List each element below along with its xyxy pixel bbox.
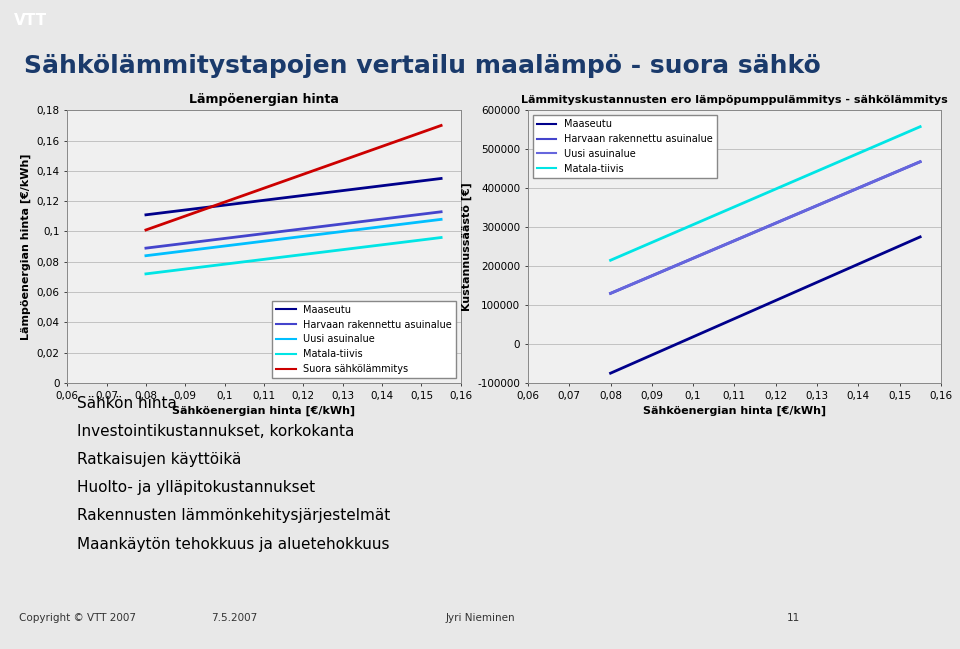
Line: Uusi asuinalue: Uusi asuinalue	[146, 219, 441, 256]
Maaseutu	[914, 233, 925, 241]
Harvaan rakennettu asuinalue	[140, 244, 152, 252]
Maaseutu	[605, 369, 616, 377]
Title: Lämpöenergian hinta: Lämpöenergian hinta	[189, 93, 339, 106]
Text: Huolto- ja ylläpitokustannukset: Huolto- ja ylläpitokustannukset	[77, 480, 315, 495]
Text: 11: 11	[787, 613, 801, 622]
Text: Sähkölämmitystapojen vertailu maalämpö - suora sähkö: Sähkölämmitystapojen vertailu maalämpö -…	[24, 54, 821, 77]
Legend: Maaseutu, Harvaan rakennettu asuinalue, Uusi asuinalue, Matala-tiivis: Maaseutu, Harvaan rakennettu asuinalue, …	[533, 115, 716, 178]
Line: Maaseutu: Maaseutu	[611, 237, 920, 373]
Text: Copyright © VTT 2007: Copyright © VTT 2007	[19, 613, 136, 622]
Uusi asuinalue	[435, 215, 446, 223]
Uusi asuinalue	[605, 289, 616, 297]
Line: Uusi asuinalue: Uusi asuinalue	[611, 162, 920, 293]
Text: Maankäytön tehokkuus ja aluetehokkuus: Maankäytön tehokkuus ja aluetehokkuus	[77, 537, 390, 552]
Text: Sähkön hinta: Sähkön hinta	[77, 396, 177, 411]
Text: 7.5.2007: 7.5.2007	[211, 613, 257, 622]
Line: Maaseutu: Maaseutu	[146, 178, 441, 215]
X-axis label: Sähköenergian hinta [€/kWh]: Sähköenergian hinta [€/kWh]	[173, 406, 355, 417]
Text: Ratkaisujen käyttöikä: Ratkaisujen käyttöikä	[77, 452, 241, 467]
Harvaan rakennettu asuinalue	[605, 289, 616, 297]
Matala-tiivis	[140, 270, 152, 278]
Harvaan rakennettu asuinalue	[914, 158, 925, 165]
Uusi asuinalue	[914, 158, 925, 165]
Line: Suora sähkölämmitys: Suora sähkölämmitys	[146, 125, 441, 230]
Suora sähkölämmitys	[435, 121, 446, 129]
Text: Rakennusten lämmönkehitysjärjestelmät: Rakennusten lämmönkehitysjärjestelmät	[77, 508, 390, 523]
Matala-tiivis	[435, 234, 446, 241]
Y-axis label: Lämpöenergian hinta [€/kWh]: Lämpöenergian hinta [€/kWh]	[20, 153, 31, 340]
Legend: Maaseutu, Harvaan rakennettu asuinalue, Uusi asuinalue, Matala-tiivis, Suora säh: Maaseutu, Harvaan rakennettu asuinalue, …	[273, 301, 456, 378]
Uusi asuinalue	[140, 252, 152, 260]
Matala-tiivis	[914, 123, 925, 130]
Text: Investointikustannukset, korkokanta: Investointikustannukset, korkokanta	[77, 424, 354, 439]
Harvaan rakennettu asuinalue	[435, 208, 446, 215]
Y-axis label: Kustannussäästö [€]: Kustannussäästö [€]	[462, 182, 472, 311]
Line: Matala-tiivis: Matala-tiivis	[146, 238, 441, 274]
Maaseutu	[140, 211, 152, 219]
Line: Matala-tiivis: Matala-tiivis	[611, 127, 920, 260]
Line: Harvaan rakennettu asuinalue: Harvaan rakennettu asuinalue	[146, 212, 441, 248]
Title: Lämmityskustannusten ero lämpöpumppulämmitys - sähkölämmitys: Lämmityskustannusten ero lämpöpumppulämm…	[521, 95, 948, 105]
Suora sähkölämmitys	[140, 226, 152, 234]
Text: Jyri Nieminen: Jyri Nieminen	[445, 613, 515, 622]
Text: VTT: VTT	[14, 13, 48, 28]
X-axis label: Sähköenergian hinta [€/kWh]: Sähköenergian hinta [€/kWh]	[643, 406, 826, 417]
Line: Harvaan rakennettu asuinalue: Harvaan rakennettu asuinalue	[611, 162, 920, 293]
Maaseutu	[435, 175, 446, 182]
Matala-tiivis	[605, 256, 616, 264]
